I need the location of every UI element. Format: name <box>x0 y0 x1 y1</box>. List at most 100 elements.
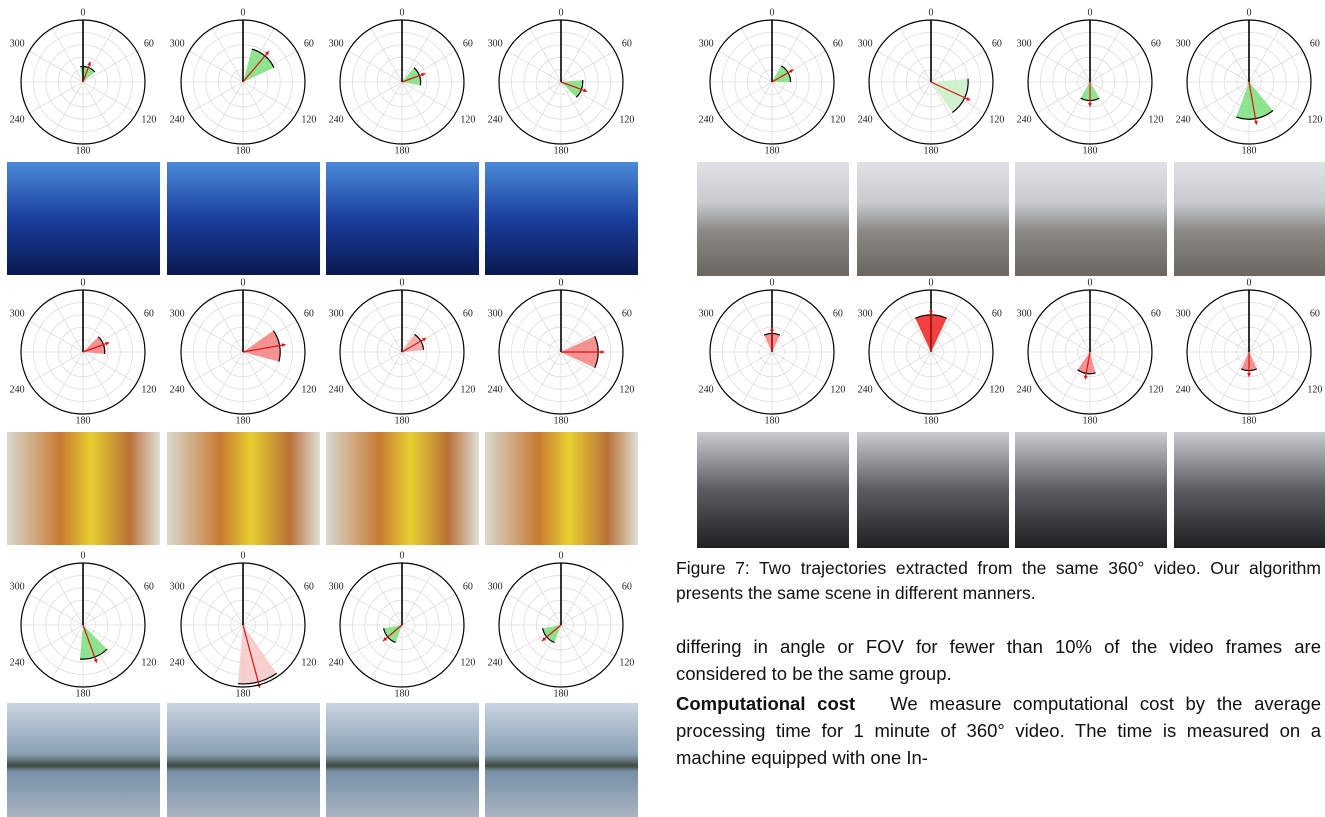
arrow-head <box>1083 375 1088 380</box>
polar-spoke <box>401 624 434 679</box>
angle-label: 180 <box>236 415 251 426</box>
angle-label: 120 <box>460 657 475 668</box>
angle-label: 0 <box>400 277 405 288</box>
polar-spoke <box>370 81 403 136</box>
polar-spoke <box>771 320 826 353</box>
angle-label: 60 <box>144 581 154 592</box>
polar-spoke <box>507 320 562 353</box>
polar-spoke <box>1089 28 1122 83</box>
polar-spoke <box>82 50 137 83</box>
direction-arrow <box>401 337 427 353</box>
polar-spoke <box>930 320 985 353</box>
angle-label: 240 <box>10 114 25 125</box>
angle-label: 240 <box>488 657 503 668</box>
angle-label: 0 <box>1247 277 1252 288</box>
photo <box>326 703 479 817</box>
figure-caption: Figure 7: Two trajectories extracted fro… <box>676 558 1321 603</box>
polar-spoke <box>877 81 932 114</box>
angle-label: 60 <box>833 38 843 49</box>
paragraph-heading: Computational cost <box>676 693 856 714</box>
polar-spoke <box>507 351 562 384</box>
photo <box>326 162 479 275</box>
arrow-head <box>542 637 547 641</box>
arrow-head <box>770 327 774 331</box>
fov-sector <box>1236 82 1273 120</box>
polar-plot: 0 60 120 180 240 300 <box>10 7 157 156</box>
angle-label: 60 <box>992 308 1002 319</box>
fov-sector <box>237 625 277 684</box>
angle-label: 0 <box>559 277 564 288</box>
angle-label: 60 <box>463 581 473 592</box>
angle-label: 180 <box>924 415 939 426</box>
angle-label: 180 <box>1083 415 1098 426</box>
polar-spoke <box>401 81 434 136</box>
polar-plot: 0 60 120 180 240 300 <box>329 7 476 156</box>
photo <box>857 432 1009 548</box>
angle-label: 120 <box>619 657 634 668</box>
polar-spoke <box>82 571 115 626</box>
polar-plot: 0 60 120 180 240 300 <box>329 277 476 426</box>
polar-frame <box>498 289 624 415</box>
angle-label: 0 <box>1088 7 1093 18</box>
angle-label: 240 <box>1176 114 1191 125</box>
polar-spoke <box>82 351 137 384</box>
polar-spoke <box>877 320 932 353</box>
polar-plot: 0 60 120 180 240 300 <box>858 7 1005 156</box>
polar-plot: 0 60 120 180 240 300 <box>699 7 846 156</box>
polar-spoke <box>771 351 804 406</box>
angle-label: 300 <box>170 581 185 592</box>
polar-spoke <box>740 351 773 406</box>
polar-spoke <box>51 28 84 83</box>
direction-arrow <box>242 343 286 353</box>
fov-sector <box>80 625 108 660</box>
polar-plot: 0 60 120 180 240 300 <box>170 277 317 426</box>
arrow-head <box>383 637 388 641</box>
polar-plot: 0 60 120 180 240 300 <box>1176 277 1323 426</box>
angle-label: 60 <box>1310 308 1320 319</box>
angle-label: 60 <box>304 38 314 49</box>
angle-label: 0 <box>400 550 405 561</box>
polar-spoke <box>1248 351 1281 406</box>
angle-label: 300 <box>329 38 344 49</box>
angle-label: 60 <box>833 308 843 319</box>
polar-spoke <box>1217 81 1250 136</box>
polar-spoke <box>242 81 275 136</box>
polar-spoke <box>899 81 932 136</box>
photo <box>7 432 160 545</box>
angle-label: 180 <box>554 688 569 699</box>
direction-arrow <box>242 50 270 83</box>
angle-label: 60 <box>463 308 473 319</box>
polar-spoke <box>242 624 297 657</box>
angle-label: 180 <box>924 145 939 156</box>
angle-label: 120 <box>141 384 156 395</box>
photo <box>167 162 320 275</box>
polar-spoke <box>529 351 562 406</box>
angle-label: 0 <box>81 7 86 18</box>
angle-label: 0 <box>241 277 246 288</box>
angle-label: 0 <box>81 277 86 288</box>
angle-label: 60 <box>144 38 154 49</box>
angle-label: 60 <box>622 308 632 319</box>
angle-label: 120 <box>830 114 845 125</box>
angle-label: 300 <box>488 308 503 319</box>
polar-spoke <box>29 624 84 657</box>
direction-arrow <box>541 624 562 642</box>
polar-plot: 0 60 120 180 240 300 <box>170 7 317 156</box>
angle-label: 0 <box>81 550 86 561</box>
arrow-head <box>583 88 588 93</box>
polar-spoke <box>899 298 932 353</box>
angle-label: 120 <box>141 114 156 125</box>
angle-label: 120 <box>141 657 156 668</box>
angle-label: 300 <box>1176 38 1191 49</box>
polar-spoke <box>82 81 115 136</box>
arrow-head <box>1247 373 1251 377</box>
angle-label: 0 <box>559 550 564 561</box>
angle-label: 120 <box>989 384 1004 395</box>
polar-spoke <box>1036 50 1091 83</box>
arrow-head <box>421 338 426 342</box>
direction-arrow <box>382 624 403 642</box>
polar-spoke <box>29 320 84 353</box>
direction-arrow <box>1248 81 1258 125</box>
photo <box>7 162 160 275</box>
angle-label: 240 <box>858 384 873 395</box>
